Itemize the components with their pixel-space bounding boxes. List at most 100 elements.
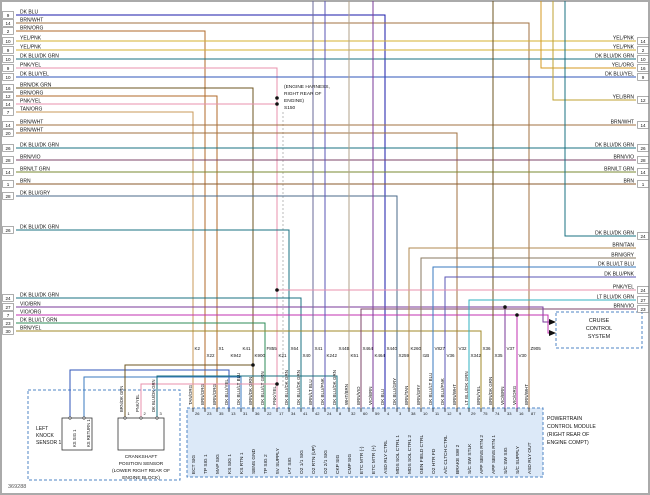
wire-color-label: YEL/PNK [20,45,42,51]
pcm-pin-cavity: 10 [423,411,428,416]
wire-dkblu-dkgrn-top [564,1,636,237]
pcm-pin-function: O2 RTN (UP) [311,445,317,474]
pcm-pin-function: MDS SOL CTRL 1 [395,435,401,474]
wire-color-label: BRN/WHT [20,128,43,134]
pcm-pin-id: X1 [219,346,225,351]
pcm-pin-id: K2 [195,346,201,351]
pcm-pin-wire-color: DK BLU/LT BLU [428,373,433,405]
pcm-pin-wire-color: DK BLU/PNK [440,378,445,405]
pcm-pin-function: TP SIG 2 [263,454,269,474]
left-pin-number: 24 [5,296,11,301]
knock-sensor-label: SENSOR 1 [36,440,62,446]
wire-color-label: VIO/BRN [20,302,41,308]
terminal [68,416,72,420]
splice-dot [275,288,279,292]
left-pin-box [2,192,14,200]
pcm-pin-id: V36 [447,353,456,358]
pcm-pin-wire-color: DK BLU/PNK [320,378,325,405]
right-pin-box [637,121,649,129]
left-pin-box [2,226,14,234]
left-pin-number: 12 [5,94,11,99]
pcm-pin-wire-color: DK BLU/YEL [224,378,229,405]
pcm-pin-cavity: 23 [207,411,212,416]
pcm-pin-function: APP SENS RTN 2 [479,435,485,474]
pcm-pin-cavity: 29 [471,411,476,416]
right-pin-number: 9 [642,75,645,80]
pcm-pin-wire-color: BRN/VIO [356,386,361,405]
right-pin-box [637,73,649,81]
terminal [82,416,86,420]
pcm-pin-cavity: 36 [255,411,260,416]
pcm-module-box [186,407,544,478]
pcm-pin-wire-color: BRN/LT BLU [308,379,313,405]
pcm-pin-wire-color: BRN/ORG [200,383,205,405]
wire-ckp-sig [156,375,338,418]
wire-color-label: BRN [623,179,634,185]
pcm-pin-id: X342 [471,353,482,358]
left-pin-number: 7 [7,313,10,318]
wire-dkblu-pnk-2 [444,276,636,411]
pcm-pin-id: F855 [267,346,278,351]
wire-color-label: VIO/ORG [20,310,42,316]
pcm-pin-wire-color: DK BLU/LT GRN [260,371,265,405]
wire-brn-vio-2 [360,308,636,411]
sensor-enclosure-box [27,389,181,481]
wire-color-label: DK BLU/PNK [604,272,634,278]
left-pin-number: 10 [5,75,11,80]
right-pin-box [637,96,649,104]
wire-brn-yel [16,330,482,411]
wire-dkblu-dkgrn-3 [16,229,290,411]
pcm-title: ENGINE COMPT) [547,440,589,446]
pcm-pin-id: K464 [375,353,386,358]
crank-terminal-wire-color: BRN/DK GRN [119,386,124,412]
right-pin-box [637,37,649,45]
pcm-pin-function: BRAKE SW 2 [455,444,461,474]
right-pin-number: 14 [640,170,646,175]
wire-color-label: DK BLU/DK GRN [595,54,634,60]
left-pin-number: 26 [5,146,11,151]
wire-color-label: LT BLU/DK GRN [597,295,635,301]
left-pin-box [2,144,14,152]
wire-ltblu-dkgrn [468,299,636,411]
splice-s150-label: S150 [284,105,296,111]
wire-color-label: BRN/WHT [20,120,43,126]
pcm-pin-wire-color: TAN/ORG [188,384,193,405]
left-pin-number: 2 [7,29,10,34]
right-pin-box [637,305,649,313]
pcm-pin-id: I1B [423,353,430,358]
pcm-title: CONTROL MODULE [547,424,596,430]
pcm-pin-id: K942 [231,353,242,358]
pcm-pin-cavity: 38 [411,411,416,416]
splice-dot [251,363,255,367]
pcm-pin-id: X64 [291,346,300,351]
pcm-pin-wire-color: BRN/DK GRN [488,377,493,405]
pcm-title: POWERTRAIN [547,416,582,422]
wire-color-label: DK BLU/LT BLU [598,262,634,268]
pcm-pin-id: X22 [207,353,216,358]
wire-color-label: BRN/GRY [611,253,634,259]
pcm-pin-cavity: 35 [219,411,224,416]
pcm-pin-cavity: 75 [483,411,488,416]
wire-color-label: TAN/ORG [20,107,43,113]
left-pin-number: 1 [7,182,10,187]
pcm-pin-function: S/C SUPPLY [515,445,521,474]
wire-color-label: DK BLU/DK GRN [595,143,634,149]
wire-color-label: DK BLU/YEL [20,72,49,78]
wire-yel-brn-top [552,1,636,101]
pcm-pin-wire-color: DK BLU/DK GRN [284,370,289,405]
left-pin-number: 14 [5,102,11,107]
left-pin-number: 26 [5,228,11,233]
left-pin-number: 14 [5,21,11,26]
right-pin-box [637,286,649,294]
wire-color-label: BRN/VIO [613,304,634,310]
pcm-pin-id: X36 [483,346,492,351]
wire-color-label: BRN/LT GRN [20,167,50,173]
wire-color-label: DK BLU/DK GRN [20,143,59,149]
splice-dot [503,305,507,309]
left-pin-number: 14 [5,123,11,128]
wire-vio-org-cruise [517,314,549,334]
pcm-pin-function: GEN FIELD CTRL [419,434,425,474]
pcm-pin-id: K51 [351,353,360,358]
wire-dk-blu [16,14,386,411]
